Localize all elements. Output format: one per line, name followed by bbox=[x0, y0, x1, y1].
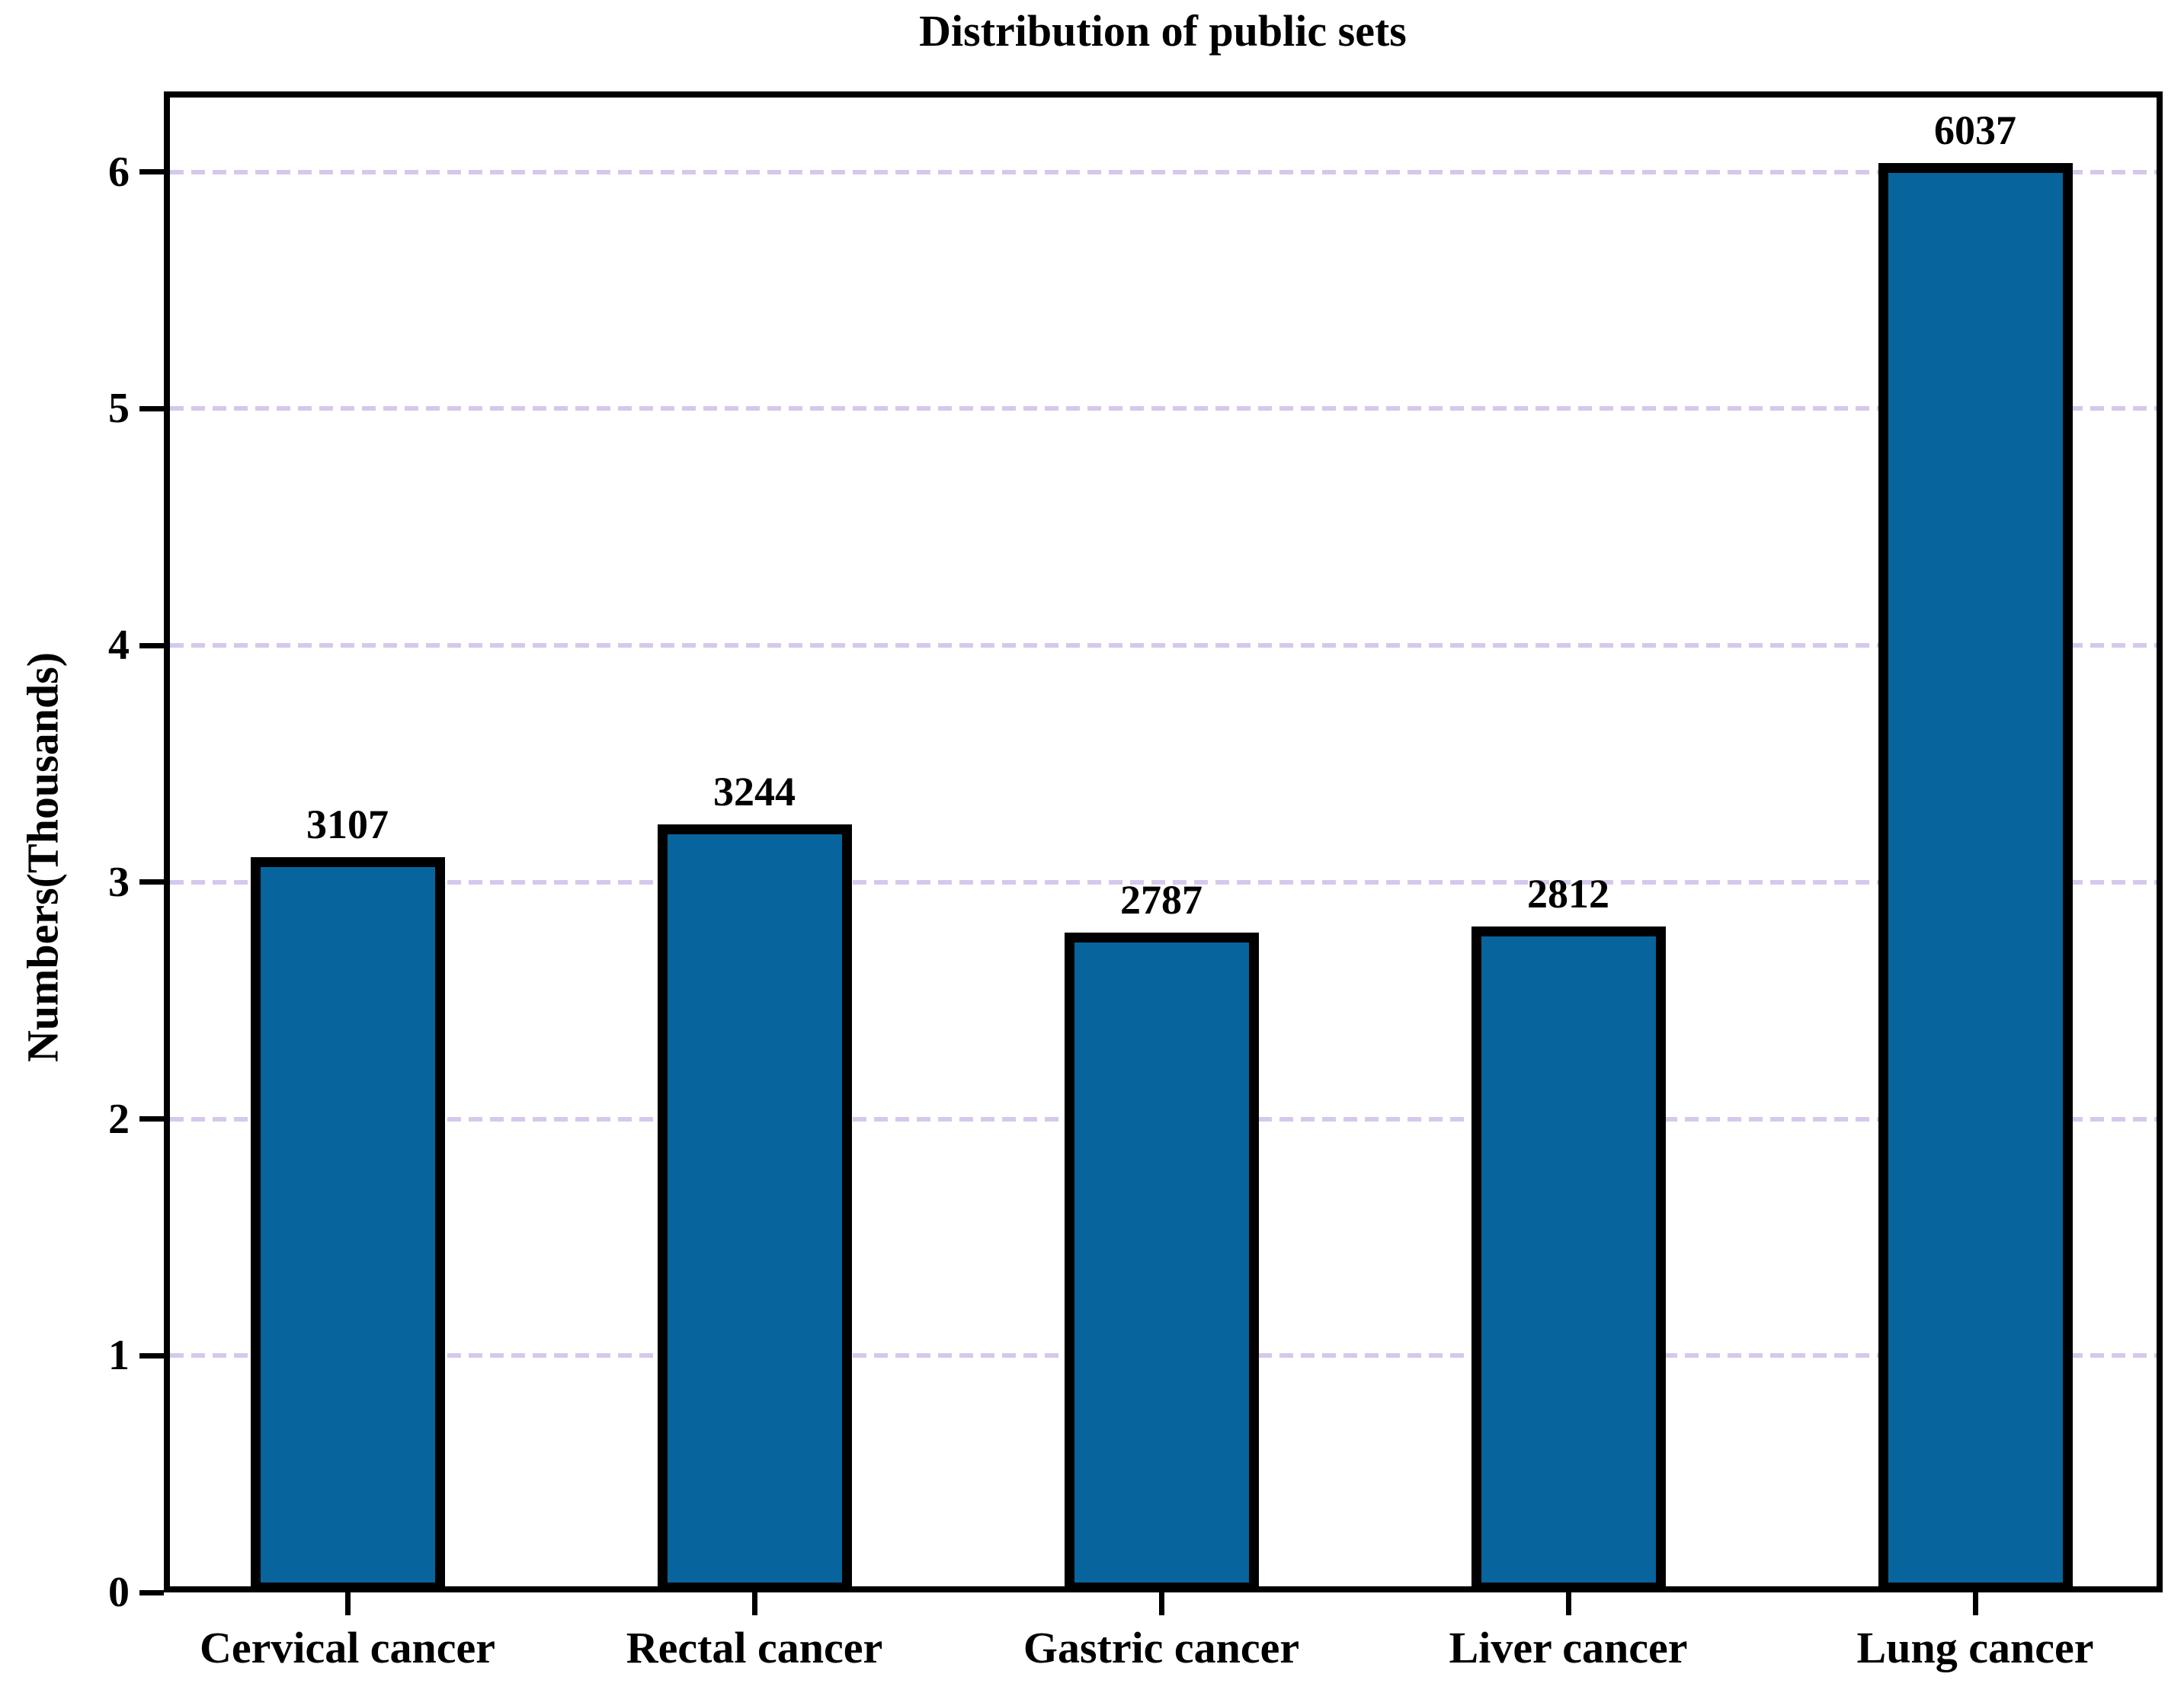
chart-title: Distribution of public sets bbox=[919, 6, 1407, 56]
plot-area: 3107 3244 2787 2812 6037 bbox=[164, 91, 2163, 1592]
y-tick-label: 1 bbox=[108, 1332, 130, 1380]
gridline bbox=[170, 643, 2157, 648]
y-tick-label: 0 bbox=[108, 1569, 130, 1616]
y-tick-label: 5 bbox=[108, 385, 130, 433]
x-tick-label: Gastric cancer bbox=[1023, 1623, 1300, 1672]
bar bbox=[1064, 933, 1259, 1592]
x-tick-label: Lung cancer bbox=[1856, 1623, 2094, 1672]
y-tick-mark bbox=[139, 169, 164, 175]
y-tick-mark bbox=[139, 405, 164, 411]
y-tick-label: 6 bbox=[108, 148, 130, 196]
gridline bbox=[170, 406, 2157, 411]
y-tick-mark bbox=[139, 879, 164, 885]
y-tick-label: 2 bbox=[108, 1095, 130, 1143]
x-tick-mark bbox=[1972, 1592, 1978, 1615]
bar bbox=[1471, 927, 1666, 1592]
x-tick-label: Cervical cancer bbox=[199, 1623, 496, 1672]
y-axis-title: Numbers(Thousands) bbox=[18, 651, 68, 1063]
bar bbox=[250, 856, 445, 1592]
bar-value-label: 2812 bbox=[1527, 871, 1609, 917]
gridline bbox=[170, 879, 2157, 885]
x-tick-mark bbox=[1158, 1592, 1164, 1615]
y-tick-mark bbox=[139, 1116, 164, 1122]
y-tick-label: 4 bbox=[108, 622, 130, 670]
bar-value-label: 6037 bbox=[1934, 107, 2016, 154]
bar-value-label: 3244 bbox=[713, 769, 796, 815]
y-tick-label: 3 bbox=[108, 858, 130, 906]
bar-value-label: 2787 bbox=[1120, 877, 1202, 923]
x-tick-label: Rectal cancer bbox=[626, 1623, 883, 1672]
bar bbox=[1878, 163, 2073, 1592]
gridline bbox=[170, 169, 2157, 174]
y-tick-mark bbox=[139, 1589, 164, 1595]
y-tick-mark bbox=[139, 642, 164, 648]
x-tick-mark bbox=[751, 1592, 757, 1615]
x-tick-mark bbox=[344, 1592, 351, 1615]
x-tick-label: Liver cancer bbox=[1449, 1623, 1688, 1672]
bar bbox=[657, 824, 852, 1592]
bar-value-label: 3107 bbox=[306, 801, 389, 847]
x-tick-mark bbox=[1565, 1592, 1571, 1615]
y-tick-mark bbox=[139, 1352, 164, 1359]
